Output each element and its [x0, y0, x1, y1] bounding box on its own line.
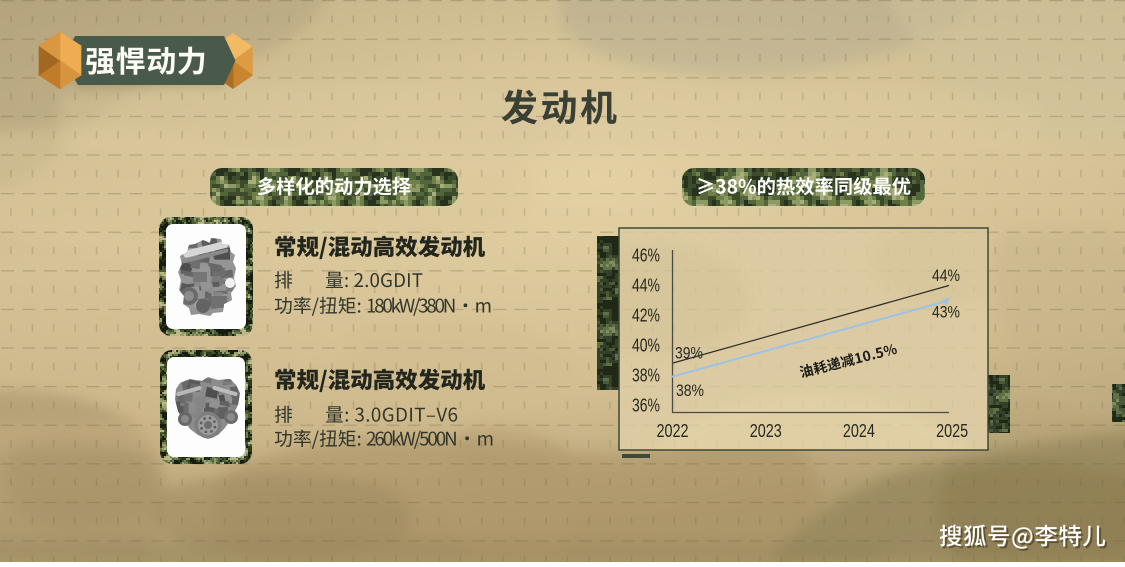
svg-text:40%: 40%	[632, 335, 660, 356]
svg-text:38%: 38%	[676, 381, 704, 400]
svg-text:36%: 36%	[632, 395, 660, 416]
svg-text:2025: 2025	[936, 420, 968, 441]
svg-text:44%: 44%	[932, 266, 960, 285]
svg-text:46%: 46%	[632, 245, 660, 266]
svg-text:38%: 38%	[632, 365, 660, 386]
svg-text:42%: 42%	[632, 305, 660, 326]
svg-text:2023: 2023	[750, 420, 782, 441]
svg-text:2024: 2024	[843, 420, 875, 441]
svg-text:44%: 44%	[632, 275, 660, 296]
svg-text:39%: 39%	[675, 344, 703, 363]
svg-text:43%: 43%	[932, 303, 960, 322]
svg-text:2022: 2022	[657, 420, 689, 441]
